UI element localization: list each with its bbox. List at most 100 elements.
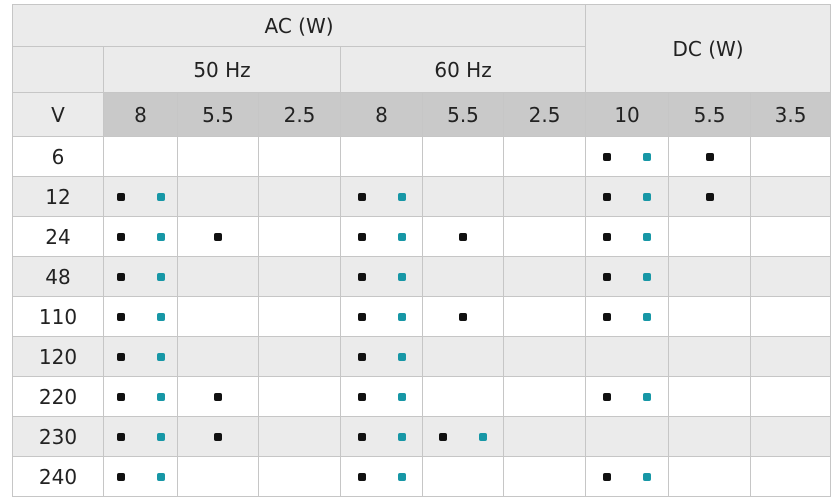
cell: [422, 296, 504, 337]
row: 240: [12, 456, 832, 497]
cell: [502, 416, 587, 457]
dot: [116, 272, 125, 281]
cell: [422, 416, 504, 457]
cell: [258, 376, 341, 417]
cell: [258, 256, 341, 297]
voltage-cell: 240: [12, 456, 104, 497]
cell: [258, 296, 341, 337]
v-header: V: [12, 92, 104, 137]
dot: [357, 432, 366, 441]
dot: [643, 472, 652, 481]
cell: [750, 176, 832, 217]
dot: [357, 392, 366, 401]
spec-table: AC (W) DC (W) 50 Hz 60 Hz V 8 5.5 2.5 8 5.5 2…: [11, 4, 832, 497]
cell: [502, 136, 587, 177]
voltage-cell: 220: [12, 376, 104, 417]
cell: [340, 216, 423, 257]
cell: [340, 376, 423, 417]
dot: [357, 312, 366, 321]
dot: [156, 312, 165, 321]
watt-header: 8: [340, 92, 423, 137]
dot: [397, 352, 406, 361]
dot: [439, 432, 447, 441]
cell: [103, 296, 178, 337]
cell: [750, 296, 832, 337]
cell: [668, 296, 752, 337]
cell: [502, 376, 587, 417]
cell: [177, 176, 259, 217]
dot: [643, 192, 652, 201]
cell: [103, 376, 178, 417]
cell: [502, 176, 587, 217]
dot: [156, 272, 165, 281]
dc-header: DC (W): [585, 4, 832, 93]
dot: [116, 432, 125, 441]
dot: [705, 192, 714, 201]
cell: [258, 456, 341, 497]
dot: [603, 192, 612, 201]
cell: [750, 256, 832, 297]
ac-header: AC (W): [11, 4, 587, 47]
cell: [502, 296, 587, 337]
cell: [177, 336, 259, 377]
cell: [750, 456, 832, 497]
cell: [585, 416, 670, 457]
dot: [156, 392, 165, 401]
dot: [397, 432, 406, 441]
cell: [340, 256, 423, 297]
cell: [668, 136, 752, 177]
cell: [103, 416, 178, 457]
row: 120: [12, 336, 832, 377]
voltage-cell: 120: [12, 336, 104, 377]
cell: [422, 176, 504, 217]
cell: [177, 456, 259, 497]
cell: [585, 136, 670, 177]
cell: [177, 376, 259, 417]
dot: [397, 232, 406, 241]
dot: [116, 472, 125, 481]
row: 230: [12, 416, 832, 457]
cell: [585, 216, 670, 257]
cell: [750, 416, 832, 457]
cell: [668, 456, 752, 497]
cell: [340, 456, 423, 497]
watt-header: 5.5: [177, 92, 259, 137]
dot: [116, 312, 125, 321]
dot: [705, 152, 714, 161]
cell: [340, 296, 423, 337]
row: 220: [12, 376, 832, 417]
watt-header: 10: [585, 92, 670, 137]
cell: [340, 336, 423, 377]
row: 6: [12, 136, 832, 177]
cell: [103, 136, 178, 177]
cell: [502, 456, 587, 497]
cell: [340, 136, 423, 177]
dot: [357, 232, 366, 241]
voltage-cell: 12: [12, 176, 104, 217]
cell: [177, 416, 259, 457]
cell: [668, 216, 752, 257]
cell: [340, 416, 423, 457]
cell: [502, 336, 587, 377]
row: 12: [12, 176, 832, 217]
row: 110: [12, 296, 832, 337]
cell: [668, 376, 752, 417]
cell: [668, 176, 752, 217]
cell: [422, 456, 504, 497]
dot: [643, 272, 652, 281]
cell: [258, 216, 341, 257]
cell: [502, 216, 587, 257]
cell: [103, 336, 178, 377]
dot: [459, 232, 467, 241]
cell: [585, 176, 670, 217]
cell: [103, 176, 178, 217]
dot: [116, 392, 125, 401]
cell: [258, 176, 341, 217]
cell: [340, 176, 423, 217]
dot: [397, 272, 406, 281]
cell: [177, 136, 259, 177]
dot: [357, 192, 366, 201]
dot: [479, 432, 487, 441]
dot: [643, 312, 652, 321]
